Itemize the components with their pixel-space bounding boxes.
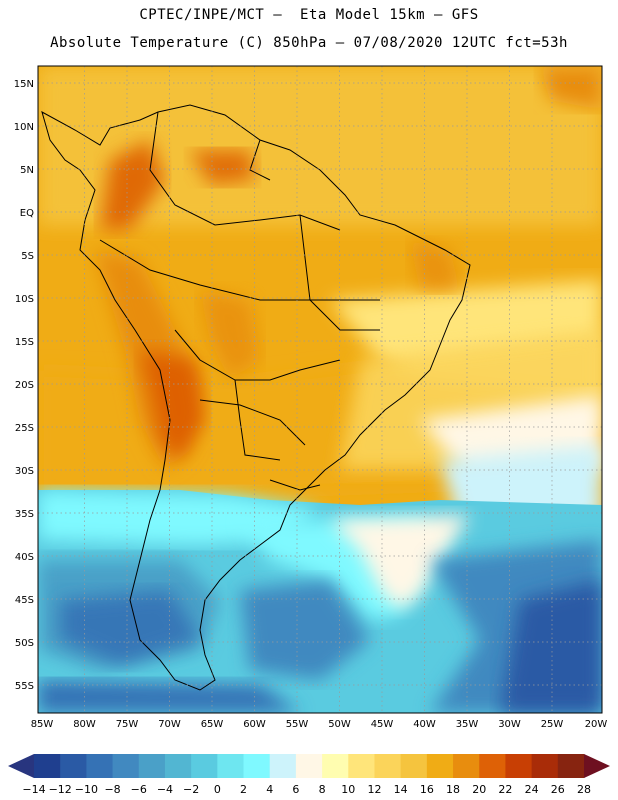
lon-label: 75W: [116, 719, 139, 730]
colorbar-cell: [426, 754, 454, 778]
chart-title-line-2: Absolute Temperature (C) 850hPa – 07/08/…: [50, 35, 568, 51]
colorbar: −14 −12 −10 −8 −6 −4 −2 0 2 4 6 8 10 12 14 16 18 20 22 24 26…: [8, 754, 610, 796]
lon-label: 85W: [31, 719, 54, 730]
colorbar-cell: [479, 754, 506, 778]
lat-label: 20S: [15, 380, 34, 391]
colorbar-tick-label: −14: [22, 783, 45, 796]
colorbar-tick-label: 14: [394, 783, 408, 796]
colorbar-tick-label: 6: [292, 783, 299, 796]
colorbar-tick-label: −12: [49, 783, 72, 796]
lat-label: 10N: [14, 122, 34, 133]
colorbar-tick-label: 0: [214, 783, 221, 796]
lon-label: 55W: [286, 719, 309, 730]
colorbar-cell: [322, 754, 349, 778]
colorbar-tick-label: 26: [551, 783, 565, 796]
lon-label: 20W: [585, 719, 608, 730]
colorbar-cell: [269, 754, 297, 778]
lat-label: EQ: [20, 208, 34, 219]
colorbar-high-arrow: [584, 754, 610, 778]
lon-label: 80W: [73, 719, 96, 730]
lon-label: 45W: [371, 719, 394, 730]
colorbar-cell: [112, 754, 140, 778]
lon-label: 35W: [456, 719, 479, 730]
lat-label: 50S: [15, 638, 34, 649]
colorbar-tick-label: 22: [498, 783, 512, 796]
colorbar-tick-label: −6: [131, 783, 147, 796]
colorbar-cell: [557, 754, 585, 778]
lat-label: 15N: [14, 79, 34, 90]
lat-label: 5S: [21, 251, 34, 262]
lon-label: 25W: [541, 719, 564, 730]
colorbar-tick-label: 8: [319, 783, 326, 796]
lat-label: 15S: [15, 337, 34, 348]
colorbar-cell: [34, 754, 61, 778]
lat-label: 30S: [15, 466, 34, 477]
chart-title-line-1: CPTEC/INPE/MCT – Eta Model 15km – GFS: [139, 7, 479, 23]
colorbar-tick-label: −10: [75, 783, 98, 796]
colorbar-cell: [60, 754, 87, 778]
lon-label: 50W: [328, 719, 351, 730]
latitude-labels: 15N 10N 5N EQ 5S 10S 15S 20S 25S 30S 35S…: [14, 79, 34, 692]
colorbar-cell: [86, 754, 113, 778]
coastlines: [41, 104, 471, 691]
map-frame: [37, 65, 603, 714]
lon-label: 30W: [498, 719, 521, 730]
lat-label: 10S: [15, 294, 34, 305]
colorbar-cell: [531, 754, 559, 778]
colorbar-cell: [243, 754, 271, 778]
colorbar-tick-label: 12: [367, 783, 381, 796]
colorbar-cell: [295, 754, 323, 778]
colorbar-tick-label: 16: [420, 783, 434, 796]
lat-label: 40S: [15, 552, 34, 563]
colorbar-cell: [191, 754, 218, 778]
lon-label: 70W: [158, 719, 181, 730]
colorbar-cell: [505, 754, 533, 778]
colorbar-tick-label: 28: [577, 783, 591, 796]
colorbar-tick-label: −4: [157, 783, 173, 796]
colorbar-tick-label: 2: [240, 783, 247, 796]
lat-label: 35S: [15, 509, 34, 520]
colorbar-tick-label: 10: [341, 783, 355, 796]
lon-label: 65W: [201, 719, 224, 730]
colorbar-tick-label: 18: [446, 783, 460, 796]
colorbar-cell: [164, 754, 192, 778]
colorbar-tick-label: 24: [525, 783, 539, 796]
lon-label: 40W: [413, 719, 436, 730]
colorbar-tick-label: 20: [472, 783, 486, 796]
colorbar-cell: [217, 754, 244, 778]
longitude-labels: 85W 80W 75W 70W 65W 60W 55W 50W 45W 40W …: [31, 719, 608, 730]
colorbar-cell: [348, 754, 375, 778]
colorbar-cell: [400, 754, 428, 778]
colorbar-tick-label: −2: [183, 783, 199, 796]
colorbar-cell: [374, 754, 402, 778]
lon-label: 60W: [243, 719, 266, 730]
colorbar-cell: [138, 754, 166, 778]
colorbar-cell: [453, 754, 480, 778]
colorbar-low-arrow: [8, 754, 34, 778]
colorbar-tick-label: −8: [104, 783, 120, 796]
lat-label: 5N: [20, 165, 34, 176]
lat-label: 25S: [15, 423, 34, 434]
lat-label: 45S: [15, 595, 34, 606]
colorbar-tick-label: 4: [266, 783, 273, 796]
lat-label: 55S: [15, 681, 34, 692]
temperature-field: [38, 66, 602, 713]
